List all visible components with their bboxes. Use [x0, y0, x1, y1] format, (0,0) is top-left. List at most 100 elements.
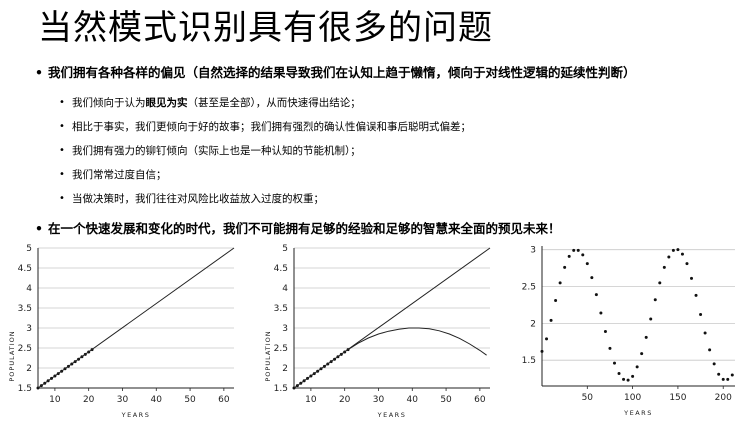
slide-title: 当然模式识别具有很多的问题 [38, 8, 493, 48]
y-tick-label: 4 [282, 284, 288, 294]
data-point [703, 331, 707, 335]
x-tick-label: 30 [373, 395, 385, 405]
x-tick-label: 60 [218, 395, 230, 405]
sub-bullet-dot: • [59, 145, 65, 156]
y-tick-label: 2 [282, 364, 288, 374]
data-point [572, 248, 576, 252]
data-point [635, 365, 639, 369]
data-point [563, 265, 567, 269]
chart-linear-vs-curve: 1.5 2 2.5 3 3.5 4 4.5 5 10 20 30 40 50 60 YEARS POPULAT… [264, 244, 491, 419]
y-tick-label: 2 [26, 364, 32, 374]
y-tick-label: 2.5 [274, 344, 288, 354]
data-point [680, 252, 684, 256]
x-tick-label: 10 [305, 395, 317, 405]
data-point [721, 377, 725, 381]
data-point [590, 276, 594, 280]
y-tick-label: 3 [26, 324, 32, 334]
x-tick-label: 150 [669, 393, 686, 403]
sub-bullet-dot: • [59, 193, 65, 204]
data-point [662, 265, 666, 269]
data-point [549, 318, 553, 322]
bullet-biases: • 我们拥有各种各样的偏见（自然选择的结果导致我们在认知上趋于懒惰，倾向于对线性… [35, 64, 636, 82]
y-tick-label: 1.5 [274, 384, 288, 394]
x-tick-label: 40 [151, 395, 163, 405]
y-tick-label: 3 [530, 246, 536, 256]
data-point [585, 262, 589, 266]
x-tick-label: 40 [407, 395, 419, 405]
data-point [603, 329, 607, 333]
data-point [612, 361, 616, 365]
x-tick-label: 50 [184, 395, 196, 405]
y-tick-label: 4.5 [274, 264, 288, 274]
bullet-dot: • [35, 65, 43, 80]
data-point [658, 281, 662, 285]
series-line [293, 247, 491, 389]
sub-bullet-dot: • [59, 121, 65, 132]
y-tick-label: 3.5 [274, 304, 288, 314]
data-point [540, 349, 544, 353]
data-point [545, 337, 549, 341]
y-tick-label: 1.5 [522, 356, 536, 366]
data-point [649, 317, 653, 321]
x-axis-title: YEARS [623, 409, 653, 417]
y-tick-label: 2.5 [18, 344, 32, 354]
data-point [622, 377, 626, 381]
data-point [599, 311, 603, 315]
data-point [631, 374, 635, 378]
data-point [726, 377, 730, 381]
data-point [690, 276, 694, 280]
series-line [347, 327, 487, 356]
data-point [708, 348, 712, 352]
data-point [717, 372, 721, 376]
x-tick-label: 60 [474, 395, 486, 405]
data-point [676, 248, 680, 252]
x-tick-label: 30 [117, 395, 129, 405]
data-point [694, 293, 698, 297]
x-axis-title: YEARS [121, 411, 151, 419]
bullet-dot: • [35, 221, 43, 236]
x-tick-label: 200 [715, 393, 732, 403]
sub-bullet-dot: • [59, 169, 65, 180]
chart-linear-extrapolation: 1.5 2 2.5 3 3.5 4 4.5 5 10 20 30 40 50 60 YEARS POPULAT… [8, 244, 235, 419]
y-tick-label: 1.5 [18, 384, 32, 394]
y-tick-label: 5 [26, 244, 32, 254]
data-point [567, 254, 571, 258]
data-point [640, 352, 644, 356]
x-tick-label: 10 [49, 395, 61, 405]
data-point [644, 335, 648, 339]
bullet-future: • 在一个快速发展和变化的时代，我们不可能拥有足够的经验和足够的智慧来全面的预见… [35, 220, 561, 238]
data-point [712, 362, 716, 366]
data-point [558, 281, 562, 285]
y-axis-title: POPULATION [264, 330, 272, 381]
data-point [554, 299, 558, 303]
sub-bullet-anchoring: • 我们拥有强力的铆钉倾向（实际上也是一种认知的节能机制）； [59, 144, 361, 158]
data-point [653, 298, 657, 302]
x-axis-title: YEARS [377, 411, 407, 419]
data-point [730, 373, 734, 377]
y-axis-title: POPULATION [8, 330, 16, 381]
sub-bullet-risk-weighting: • 当做决策时，我们往往对风险比收益放入过度的权重； [59, 192, 324, 206]
data-point [667, 255, 671, 259]
y-tick-label: 4.5 [18, 264, 32, 274]
x-tick-label: 20 [339, 395, 351, 405]
chart-oscillation: 1.5 2 2.5 3 50 100 150 200 YEARS [522, 246, 735, 417]
x-tick-label: 50 [582, 393, 594, 403]
sub-bullet-dot: • [59, 97, 65, 108]
sub-bullet-text: 当做决策时，我们往往对风险比收益放入过度的权重； [72, 193, 324, 205]
sub-bullet-text: 相比于事实，我们更倾向于好的故事；我们拥有强烈的确认性偏误和事后聪明式偏差； [72, 121, 471, 133]
y-tick-label: 3.5 [18, 304, 32, 314]
data-point [617, 371, 621, 375]
y-tick-label: 2 [530, 319, 536, 329]
x-tick-label: 50 [440, 395, 452, 405]
sub-bullet-overconfidence: • 我们常常过度自信； [59, 168, 167, 182]
y-tick-label: 3 [282, 324, 288, 334]
data-point [626, 378, 630, 382]
y-tick-label: 4 [26, 284, 32, 294]
series-line [37, 247, 235, 389]
data-point [581, 253, 585, 257]
data-point [576, 248, 580, 252]
bullet-text: 我们拥有各种各样的偏见（自然选择的结果导致我们在认知上趋于懒惰，倾向于对线性逻辑… [48, 65, 636, 80]
y-tick-label: 5 [282, 244, 288, 254]
sub-bullet-good-stories: • 相比于事实，我们更倾向于好的故事；我们拥有强烈的确认性偏误和事后聪明式偏差； [59, 120, 471, 134]
y-tick-label: 2.5 [522, 283, 536, 293]
